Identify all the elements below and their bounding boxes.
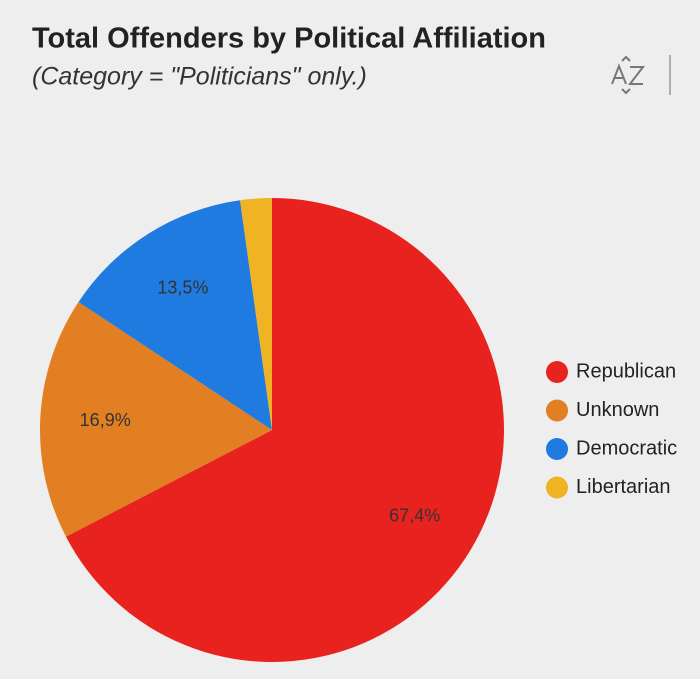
chart-title: Total Offenders by Political Affiliation bbox=[32, 23, 546, 55]
pie-slice bbox=[78, 200, 272, 430]
slice-label: 67,4% bbox=[389, 506, 440, 526]
legend-label: Unknown bbox=[576, 399, 659, 421]
slice-label: 16,9% bbox=[80, 410, 131, 430]
sort-icon-z bbox=[627, 66, 646, 85]
legend-label: Republican bbox=[576, 360, 676, 382]
pie-slice bbox=[240, 198, 272, 430]
pie-slice bbox=[65, 198, 505, 662]
sort-icon-a bbox=[611, 63, 627, 85]
chart-subtitle: (Category = "Politicians" only.) bbox=[32, 63, 367, 91]
sort-button[interactable] bbox=[611, 55, 646, 95]
legend-marker bbox=[546, 476, 568, 499]
legend-marker bbox=[546, 399, 568, 422]
legend-label: Libertarian bbox=[576, 476, 671, 498]
slice-label: 13,5% bbox=[157, 277, 208, 297]
legend-label: Democratic bbox=[576, 437, 677, 459]
sort-icon-arrows bbox=[621, 55, 631, 95]
pie-slice bbox=[39, 302, 272, 537]
legend-marker bbox=[546, 438, 568, 460]
legend-marker bbox=[546, 361, 568, 383]
